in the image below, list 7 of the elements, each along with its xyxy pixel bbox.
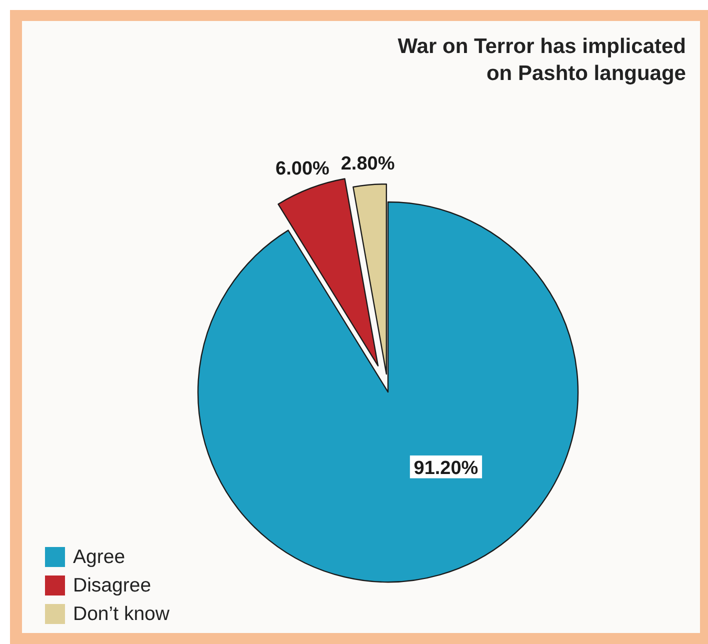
legend-label: Disagree	[73, 574, 152, 596]
chart-title: War on Terror has implicated on Pashto language	[398, 35, 686, 85]
data-label: 2.80%	[340, 154, 395, 175]
legend-label: Don’t know	[73, 603, 170, 625]
legend-label: Agree	[73, 546, 126, 568]
data-label: 6.00%	[276, 158, 330, 180]
data-label: 91.20%	[414, 458, 478, 479]
